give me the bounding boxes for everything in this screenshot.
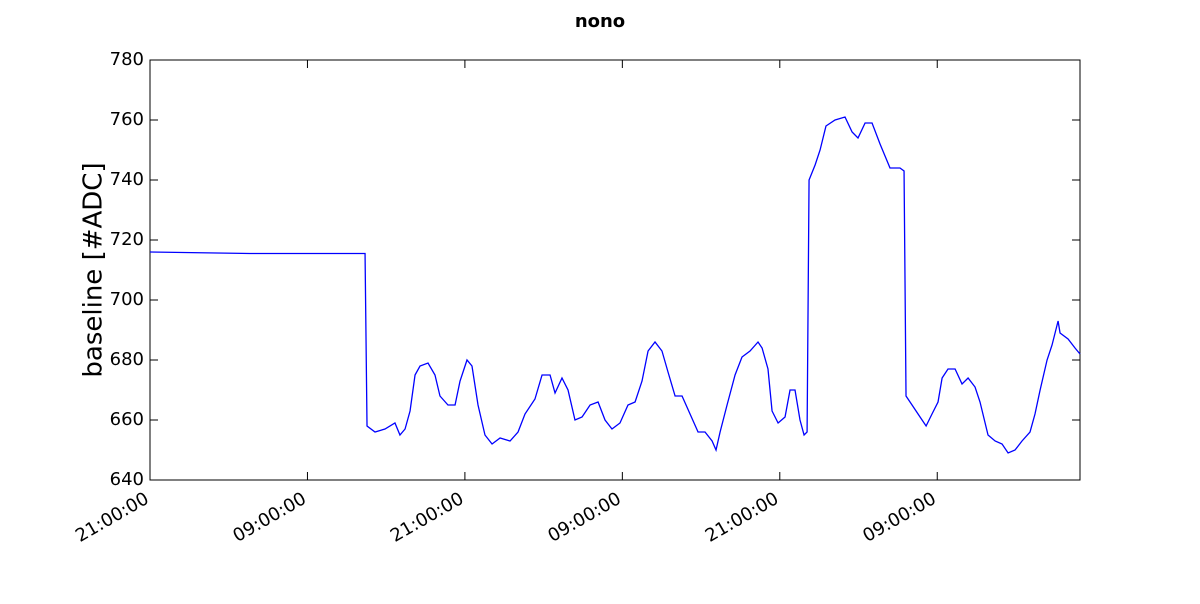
- plot-frame: [149, 59, 1081, 481]
- x-tick-label: 09:00:00: [229, 488, 310, 547]
- x-tick-label: 21:00:00: [702, 488, 783, 547]
- y-tick-label: 660: [110, 409, 144, 430]
- y-axis-label: baseline [#ADC]: [79, 162, 109, 377]
- y-tick-label: 720: [110, 229, 144, 250]
- x-tick-label: 09:00:00: [544, 488, 625, 547]
- y-tick-label: 640: [110, 469, 144, 490]
- y-tick-label: 760: [110, 109, 144, 130]
- y-tick-label: 740: [110, 169, 144, 190]
- x-tick-label: 21:00:00: [387, 488, 468, 547]
- y-tick-label: 700: [110, 289, 144, 310]
- y-tick-label: 780: [110, 49, 144, 70]
- line-series: [149, 116, 1081, 454]
- y-tick-label: 680: [110, 349, 144, 370]
- x-tick-label: 21:00:00: [72, 488, 153, 547]
- x-tick-label: 09:00:00: [859, 488, 940, 547]
- chart-title: nono: [575, 11, 625, 32]
